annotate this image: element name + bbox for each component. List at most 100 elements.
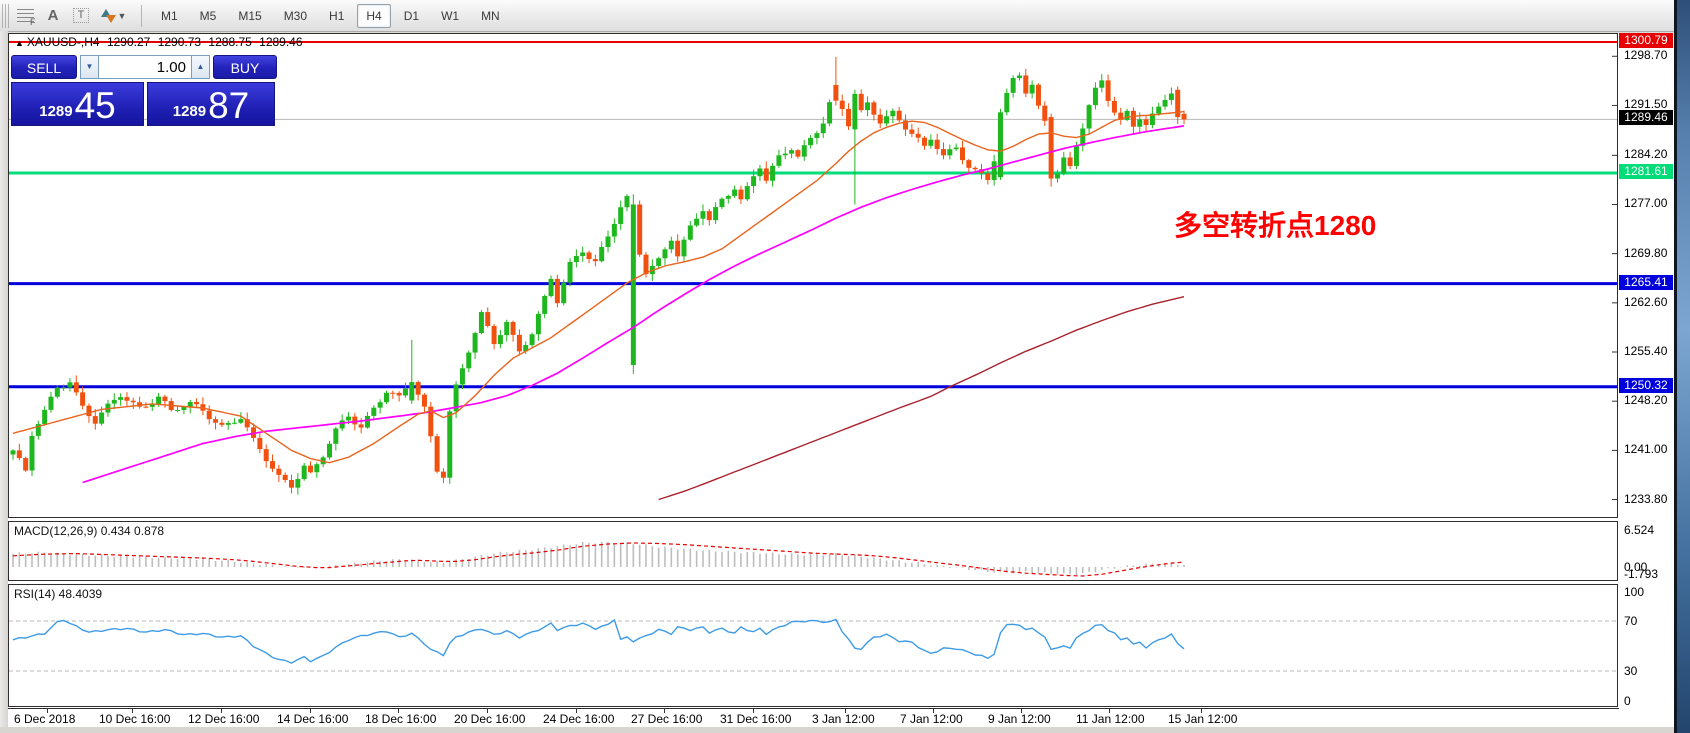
axis-label-70: 70 [1624,614,1638,628]
symbol-marker-icon: ▲ [15,38,24,48]
letter-a-glyph: A [47,7,59,24]
date-tick [398,709,399,713]
bid-quote[interactable]: 1289 45 [11,82,144,126]
ask-price-big-figure: 1289 [172,103,207,120]
chart-title: ▲ XAUUSD-,H4 1290.27 1290.73 1288.75 1289… [15,35,307,49]
main-chart-canvas[interactable] [9,34,1617,517]
price-tick-1241.00: 1241.00 [1624,442,1668,457]
toolbar-grip[interactable] [2,3,11,28]
date-tick [845,709,846,713]
text-icon[interactable]: A [40,4,66,28]
volume-decrease-button[interactable]: ▼ [80,55,99,79]
date-label: 20 Dec 16:00 [454,712,526,726]
ohlc-open: 1290.27 [106,35,151,49]
axis-label--1.793: -1.793 [1624,567,1659,581]
rsi-panel[interactable]: RSI(14) 48.4039 [8,584,1618,707]
ma-slow-line [658,296,1185,501]
date-axis[interactable]: 6 Dec 2018 10 Dec 16:00 12 Dec 16:00 14 Dec… [8,708,1619,728]
price-tick-1269.80: 1269.80 [1624,245,1668,260]
macd-label: MACD(12,26,9) 0.434 0.878 [14,524,165,538]
date-label: 18 Dec 16:00 [365,712,437,726]
toolbar-separator [141,4,142,27]
ohlc-high: 1290.73 [157,35,202,49]
bid-price-big-figure: 1289 [39,103,73,120]
sell-button[interactable]: SELL [11,55,77,79]
axis-label-100: 100 [1624,585,1645,599]
date-tick [47,709,48,713]
date-label: 6 Dec 2018 [14,712,76,726]
price-axis-ticks [1612,55,1617,501]
ask-price-pips: 87 [208,85,250,126]
price-badge-1289.46: 1289.46 [1619,110,1673,126]
price-tick-1298.70: 1298.70 [1624,48,1668,63]
axis-label-0.00: 0.00 [1624,560,1648,574]
macd-signal-line [12,542,1185,577]
timeframe-button-m1[interactable]: M1 [161,8,178,23]
timeframe-button-m15[interactable]: M15 [238,8,262,23]
timeframe-button-h1[interactable]: H1 [329,8,345,23]
letter-t-glyph: T [72,8,90,23]
ohlc-low: 1288.75 [208,35,252,49]
main-chart-panel[interactable]: ▲ XAUUSD-,H4 1290.27 1290.73 1288.75 1289… [8,33,1618,518]
date-tick [1201,709,1202,713]
price-tick-1255.40: 1255.40 [1624,344,1668,358]
horizontal-level-lines [9,41,1617,389]
timeframe-button-d1[interactable]: D1 [403,8,420,23]
dropdown-caret-icon[interactable]: ▼ [117,10,127,21]
date-tick [132,709,133,713]
timeframe-button-m30[interactable]: M30 [283,8,308,23]
window-right-edge [1674,0,1690,733]
price-badge-1300.79: 1300.79 [1619,33,1673,48]
ma-fast-line [12,110,1185,464]
timeframe-button-h4[interactable]: H4 [357,3,391,28]
price-badge-1250.32: 1250.32 [1619,377,1673,393]
buy-button[interactable]: BUY [213,55,277,79]
rsi-canvas [9,618,1617,672]
date-label: 9 Jan 12:00 [988,712,1051,726]
text-label-icon[interactable]: T [68,4,94,28]
date-label: 3 Jan 12:00 [812,712,875,726]
date-label: 11 Jan 12:00 [1076,712,1145,726]
bid-price-pips: 45 [74,85,116,126]
date-tick [1021,709,1022,713]
timeframe-button-mn[interactable]: MN [481,8,500,23]
date-label: 31 Dec 16:00 [720,712,792,726]
date-tick [753,709,754,713]
arrows-icon[interactable]: ▼ [96,4,130,28]
ma-mid-line [82,125,1185,484]
date-tick [576,709,577,713]
axis-label-6.524: 6.524 [1624,523,1655,538]
volume-input[interactable] [99,55,191,79]
date-label: 15 Jan 12:00 [1168,712,1238,726]
timeframe-button-w1[interactable]: W1 [441,8,460,23]
timeframe-button-m5[interactable]: M5 [199,8,217,23]
date-label: 27 Dec 16:00 [631,712,703,726]
date-label: 7 Jan 12:00 [900,712,963,726]
price-axis[interactable]: 1298.70 1291.50 1284.20 1277.00 1269.80 1262.… [1619,33,1674,727]
chart-symbol: XAUUSD-,H4 [26,35,100,49]
fibonacci-retracement-icon[interactable]: F [12,4,38,28]
date-label: 14 Dec 16:00 [277,712,349,726]
date-tick [1109,709,1110,713]
price-tick-1291.50: 1291.50 [1624,97,1668,112]
bottom-window-strip [0,727,1674,733]
ohlc-close: 1289.46 [259,35,303,49]
macd-panel[interactable]: MACD(12,26,9) 0.434 0.878 [8,521,1618,581]
axis-label-0: 0 [1624,694,1631,708]
price-badge-1265.41: 1265.41 [1619,274,1673,290]
volume-increase-button[interactable]: ▲ [191,55,210,79]
price-tick-1233.80: 1233.80 [1624,491,1668,506]
price-tick-1277.00: 1277.00 [1624,196,1668,211]
axis-label-30: 30 [1624,664,1638,678]
date-label: 12 Dec 16:00 [188,712,260,726]
ask-quote[interactable]: 1289 87 [147,82,275,126]
toolbar: F A T ▼ M1 M5 M15 M30 H1 H4 D1 W1 MN [0,0,1674,32]
date-label: 10 Dec 16:00 [99,712,171,726]
rsi-label: RSI(14) 48.4039 [14,587,103,601]
date-label: 24 Dec 16:00 [543,712,615,726]
date-tick [221,709,222,713]
chart-annotation-text[interactable]: 多空转折点1280 [1174,210,1377,241]
rsi-line [12,618,1185,664]
price-tick-1262.60: 1262.60 [1624,294,1668,309]
